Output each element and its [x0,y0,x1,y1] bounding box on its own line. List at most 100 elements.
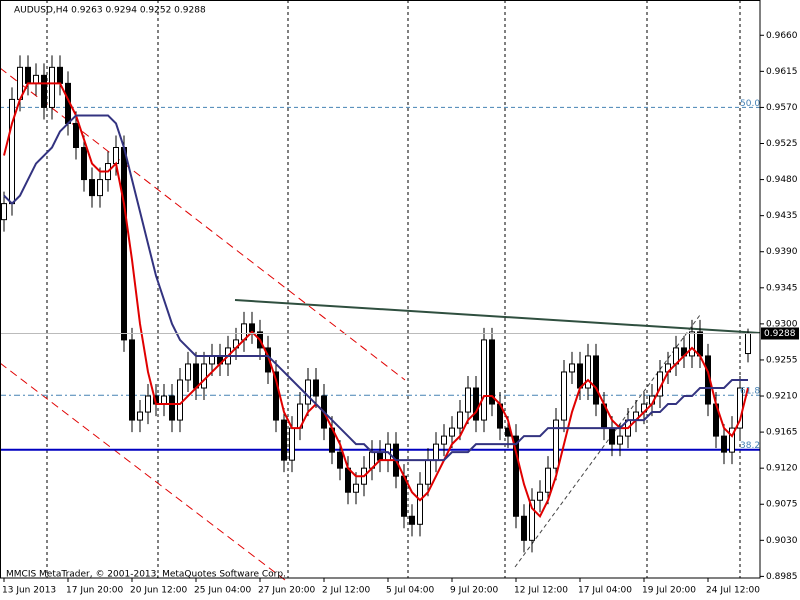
candle-body [1,203,7,221]
candle-body [89,179,95,197]
candle-body [281,419,287,461]
x-tick-label: 24 Jul 12:00 [706,586,760,596]
fib-label: 38.2 [740,441,760,451]
candle-body [569,363,575,373]
candle-body [81,147,87,181]
y-tick-label: 0.9030 [766,536,798,546]
fib-label: 61.8 [740,387,760,397]
x-tick-label: 17 Jul 04:00 [578,586,632,596]
candle-body [97,179,103,197]
y-tick-label: 0.9390 [766,247,798,257]
candle-body [449,427,455,437]
candle-body [121,147,127,341]
x-tick-label: 25 Jun 04:00 [194,586,251,596]
moving-average [3,82,749,518]
candle-body [313,379,319,397]
candle-body [689,331,695,357]
candle-body [577,363,583,389]
candle-body [145,395,151,413]
candle-body [177,379,183,421]
candle-body [593,355,599,405]
candle-body [193,363,199,389]
y-tick-label: 0.9615 [766,67,798,77]
plot-frame [0,0,761,579]
fib-label: 50.0 [740,99,760,109]
candle-body [73,122,79,149]
candle-body [377,451,383,461]
y-tick-label: 0.9165 [766,428,798,438]
candle-body [537,491,543,501]
candle-body [113,147,119,165]
candle-body [353,483,359,493]
price-badge-label: 0.9288 [764,329,796,339]
candle-body [457,411,463,429]
candle-body [273,371,279,421]
y-tick-label: 0.9075 [766,500,798,510]
y-tick-label: 0.9120 [766,464,798,474]
y-tick-label: 0.9570 [766,103,798,113]
candle-body [57,66,63,84]
y-tick-label: 0.9255 [766,355,798,365]
candle-body [553,419,559,469]
candle-body [201,363,207,389]
fib-base-line [514,314,701,568]
candle-body [41,74,47,108]
candle-body [185,363,191,381]
candle-body [489,339,495,405]
y-tick-label: 0.9435 [766,211,798,221]
candle-body [337,451,343,469]
candle-body [441,435,447,445]
candle-body [721,435,727,453]
candle-body [345,467,351,493]
y-tick-label: 0.9300 [766,319,798,329]
candle-body [33,74,39,84]
candle-body [561,371,567,421]
candle-body [617,435,623,445]
x-tick-label: 12 Jul 12:00 [514,586,568,596]
price-badge [761,327,799,340]
candle-body [289,427,295,461]
candle-body [305,379,311,405]
moving-average [3,114,748,462]
candle-body [465,387,471,413]
x-tick-label: 2 Jul 12:00 [322,586,371,596]
y-tick-label: 0.9480 [766,175,798,185]
candle-body [521,515,527,541]
candle-body [129,339,135,421]
x-tick-label: 5 Jul 04:00 [386,586,435,596]
candle-body [545,467,551,493]
x-tick-label: 13 Jun 2013 [2,586,56,596]
candle-body [585,355,591,389]
candle-body [265,347,271,373]
candle-body [401,475,407,517]
y-tick-label: 0.9345 [766,283,798,293]
y-tick-label: 0.9660 [766,31,798,41]
candle-body [169,395,175,421]
candle-body [417,483,423,525]
candle-body [137,411,143,421]
y-tick-label: 0.9210 [766,392,798,402]
chart-title: AUDUSD,H4 0.9263 0.9294 0.9252 0.9288 [14,6,206,16]
x-tick-label: 17 Jun 20:00 [66,586,123,596]
candle-body [209,355,215,365]
x-tick-label: 9 Jul 20:00 [450,586,499,596]
candle-body [433,443,439,461]
x-tick-label: 27 Jun 20:00 [258,586,315,596]
x-tick-label: 19 Jul 20:00 [642,586,696,596]
footer: MMCIS MetaTrader, © 2001-2013, MetaQuote… [6,570,286,580]
candle-body [25,66,31,84]
candle-body [473,387,479,421]
channel-line [0,362,286,581]
candle-body [161,395,167,405]
candle-body [409,515,415,525]
x-tick-label: 20 Jun 12:00 [130,586,187,596]
candle-body [425,459,431,485]
candle-body [745,332,751,355]
candle-body [697,331,703,357]
y-tick-label: 0.9525 [766,139,798,149]
candle-body [529,499,535,541]
candle-body [49,66,55,108]
candle-body [609,427,615,445]
candle-body [729,427,735,453]
